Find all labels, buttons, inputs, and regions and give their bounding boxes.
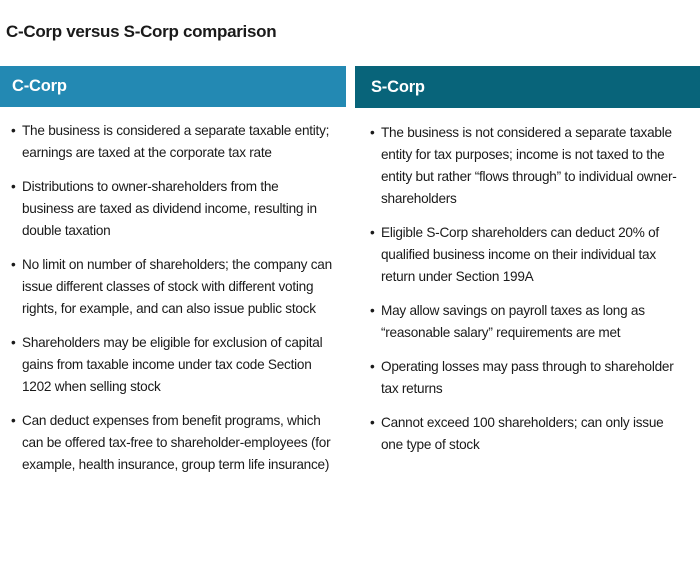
list-item: • The business is not considered a separa… bbox=[370, 122, 686, 210]
item-text: Eligible S-Corp shareholders can deduct … bbox=[381, 225, 659, 284]
list-item: • Shareholders may be eligible for exclus… bbox=[11, 332, 332, 398]
item-text: No limit on number of shareholders; the … bbox=[22, 257, 332, 316]
list-item: • Cannot exceed 100 shareholders; can onl… bbox=[370, 412, 686, 456]
c-corp-heading: C-Corp bbox=[0, 66, 346, 107]
item-text: May allow savings on payroll taxes as lo… bbox=[381, 303, 645, 340]
list-item: • No limit on number of shareholders; the… bbox=[11, 254, 332, 320]
bullet-icon: • bbox=[11, 335, 16, 350]
item-text: Can deduct expenses from benefit program… bbox=[22, 413, 331, 472]
bullet-icon: • bbox=[11, 123, 16, 138]
s-corp-column: S-Corp • The business is not considered a… bbox=[355, 66, 700, 468]
item-text: The business is not considered a separat… bbox=[381, 125, 677, 206]
list-item: • Eligible S-Corp shareholders can deduct… bbox=[370, 222, 686, 288]
c-corp-column: C-Corp • The business is considered a sep… bbox=[0, 66, 346, 488]
list-item: • May allow savings on payroll taxes as l… bbox=[370, 300, 686, 344]
list-item: • The business is considered a separate t… bbox=[11, 120, 332, 164]
bullet-icon: • bbox=[370, 359, 375, 374]
bullet-icon: • bbox=[11, 413, 16, 428]
bullet-icon: • bbox=[11, 179, 16, 194]
page-title: C-Corp versus S-Corp comparison bbox=[6, 22, 277, 41]
list-item: • Operating losses may pass through to sh… bbox=[370, 356, 686, 400]
bullet-icon: • bbox=[370, 225, 375, 240]
list-item: • Distributions to owner-shareholders fro… bbox=[11, 176, 332, 242]
s-corp-heading: S-Corp bbox=[355, 66, 700, 108]
bullet-icon: • bbox=[370, 303, 375, 318]
s-corp-list: • The business is not considered a separa… bbox=[355, 108, 700, 456]
item-text: Shareholders may be eligible for exclusi… bbox=[22, 335, 323, 394]
c-corp-list: • The business is considered a separate t… bbox=[0, 107, 346, 476]
item-text: Operating losses may pass through to sha… bbox=[381, 359, 674, 396]
item-text: The business is considered a separate ta… bbox=[22, 123, 330, 160]
item-text: Cannot exceed 100 shareholders; can only… bbox=[381, 415, 664, 452]
bullet-icon: • bbox=[370, 125, 375, 140]
bullet-icon: • bbox=[370, 415, 375, 430]
list-item: • Can deduct expenses from benefit progra… bbox=[11, 410, 332, 476]
item-text: Distributions to owner-shareholders from… bbox=[22, 179, 317, 238]
bullet-icon: • bbox=[11, 257, 16, 272]
